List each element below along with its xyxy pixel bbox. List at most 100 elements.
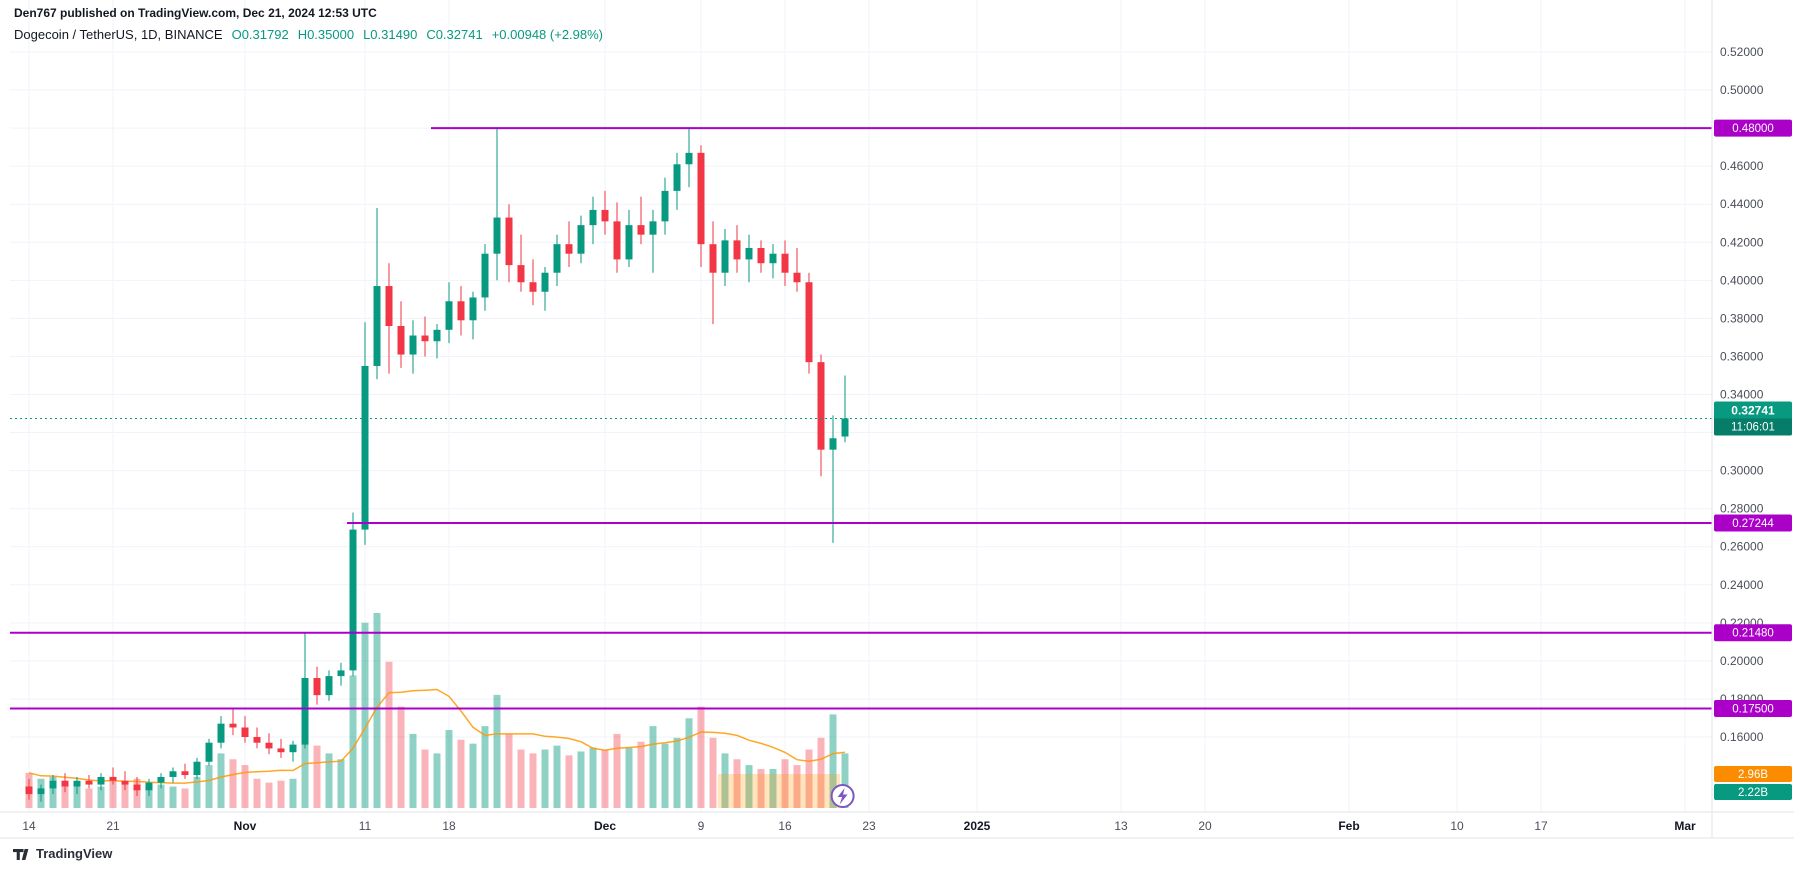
candle-body[interactable] [109, 776, 117, 781]
candle-body[interactable] [253, 737, 261, 743]
candle-body[interactable] [769, 253, 777, 264]
candle-body[interactable] [457, 301, 465, 321]
time-tick-label: 10 [1450, 819, 1464, 833]
candle-body[interactable] [805, 282, 813, 363]
tradingview-logo[interactable]: TradingView [13, 845, 112, 862]
candle-body[interactable] [133, 784, 141, 791]
candle-body[interactable] [601, 209, 609, 222]
price-tick-label: 0.16000 [1720, 730, 1764, 744]
candle-body[interactable] [85, 780, 93, 785]
symbol-header[interactable]: Dogecoin / TetherUS, 1D, BINANCE O0.3179… [14, 27, 603, 42]
candle-body[interactable] [589, 209, 597, 226]
candle-body[interactable] [829, 438, 837, 450]
candle-body[interactable] [841, 418, 849, 437]
candle-body[interactable] [625, 225, 633, 260]
candle-body[interactable] [553, 244, 561, 273]
volume-bar [265, 782, 273, 808]
candle-body[interactable] [781, 253, 789, 273]
volume-bar [181, 788, 189, 808]
candle-body[interactable] [649, 221, 657, 235]
candle-body[interactable] [265, 742, 273, 749]
candle-body[interactable] [193, 761, 201, 776]
ohlc-change: +0.00948 (+2.98%) [491, 27, 604, 42]
volume-bar [613, 733, 621, 808]
time-axis[interactable]: 14 21 Nov 11 18 Dec 9 16 23 2025 13 20 Feb 10 17 Mar [22, 819, 1696, 833]
candle-body[interactable] [697, 152, 705, 245]
candle-body[interactable] [61, 780, 69, 787]
time-tick-label: 18 [442, 819, 456, 833]
price-axis[interactable]: 0.52000 0.50000 0.46000 0.44000 0.42000 0.400… [1714, 45, 1792, 800]
candle-body[interactable] [397, 326, 405, 355]
candle-body[interactable] [289, 744, 297, 753]
flash-icon[interactable] [830, 784, 855, 808]
candle-body[interactable] [661, 190, 669, 222]
candle-body[interactable] [277, 748, 285, 753]
candle-body[interactable] [337, 670, 345, 677]
level-price-badge [1714, 514, 1792, 532]
candle-body[interactable] [97, 776, 105, 785]
candle-body[interactable] [529, 282, 537, 292]
candle-body[interactable] [205, 742, 213, 762]
candle-body[interactable] [481, 253, 489, 298]
candle-body[interactable] [433, 329, 441, 342]
candle-body[interactable] [169, 771, 177, 777]
candle-body[interactable] [37, 788, 45, 795]
candle-body[interactable] [541, 272, 549, 292]
candle-body[interactable] [493, 217, 501, 254]
candle-body[interactable] [637, 225, 645, 235]
candle-body[interactable] [733, 240, 741, 260]
candle-body[interactable] [25, 786, 33, 795]
time-tick-label: 9 [698, 819, 705, 833]
volume-bar [217, 753, 225, 808]
candle-body[interactable] [145, 782, 153, 791]
volume-bar [205, 765, 213, 808]
candle-body[interactable] [793, 272, 801, 283]
ohlc-low: L0.31490 [363, 27, 418, 42]
candle-body[interactable] [349, 529, 357, 671]
candle-body[interactable] [505, 217, 513, 266]
candle-body[interactable] [121, 780, 129, 785]
candle-body[interactable] [445, 301, 453, 330]
price-tick-label: 0.46000 [1720, 159, 1764, 173]
symbol-title[interactable]: Dogecoin / TetherUS, 1D, BINANCE [14, 27, 223, 42]
candle-body[interactable] [49, 780, 57, 789]
candle-body[interactable] [313, 678, 321, 696]
candle-body[interactable] [73, 780, 81, 787]
chart-grid [10, 0, 1712, 812]
candle-body[interactable] [709, 244, 717, 273]
candle-body[interactable] [721, 240, 729, 273]
candle-body[interactable] [757, 247, 765, 264]
candles[interactable] [25, 128, 849, 802]
volume-bar [733, 759, 741, 808]
volume-bar [469, 743, 477, 808]
candle-body[interactable] [517, 265, 525, 283]
horizontal-levels[interactable] [10, 127, 1712, 710]
axis-separators [0, 0, 1794, 839]
candle-body[interactable] [181, 771, 189, 776]
candle-body[interactable] [229, 723, 237, 728]
volume-bar [169, 786, 177, 808]
price-tick-label: 0.24000 [1720, 578, 1764, 592]
candle-body[interactable] [361, 365, 369, 530]
candle-body[interactable] [817, 362, 825, 450]
candle-body[interactable] [673, 164, 681, 191]
candle-body[interactable] [157, 776, 165, 783]
candle-body[interactable] [745, 247, 753, 260]
candle-body[interactable] [385, 286, 393, 326]
volume-bar [601, 749, 609, 808]
candle-body[interactable] [469, 297, 477, 321]
time-tick-label: 11 [359, 819, 372, 833]
candle-body[interactable] [373, 286, 381, 366]
candle-body[interactable] [565, 244, 573, 254]
candle-body[interactable] [217, 723, 225, 743]
volume-bar [565, 755, 573, 808]
candle-body[interactable] [325, 676, 333, 696]
candle-body[interactable] [613, 221, 621, 260]
candle-body[interactable] [241, 727, 249, 737]
candle-body[interactable] [301, 678, 309, 745]
candle-body[interactable] [421, 335, 429, 342]
candle-body[interactable] [685, 152, 693, 165]
candle-body[interactable] [577, 225, 585, 254]
candle-body[interactable] [409, 335, 417, 355]
